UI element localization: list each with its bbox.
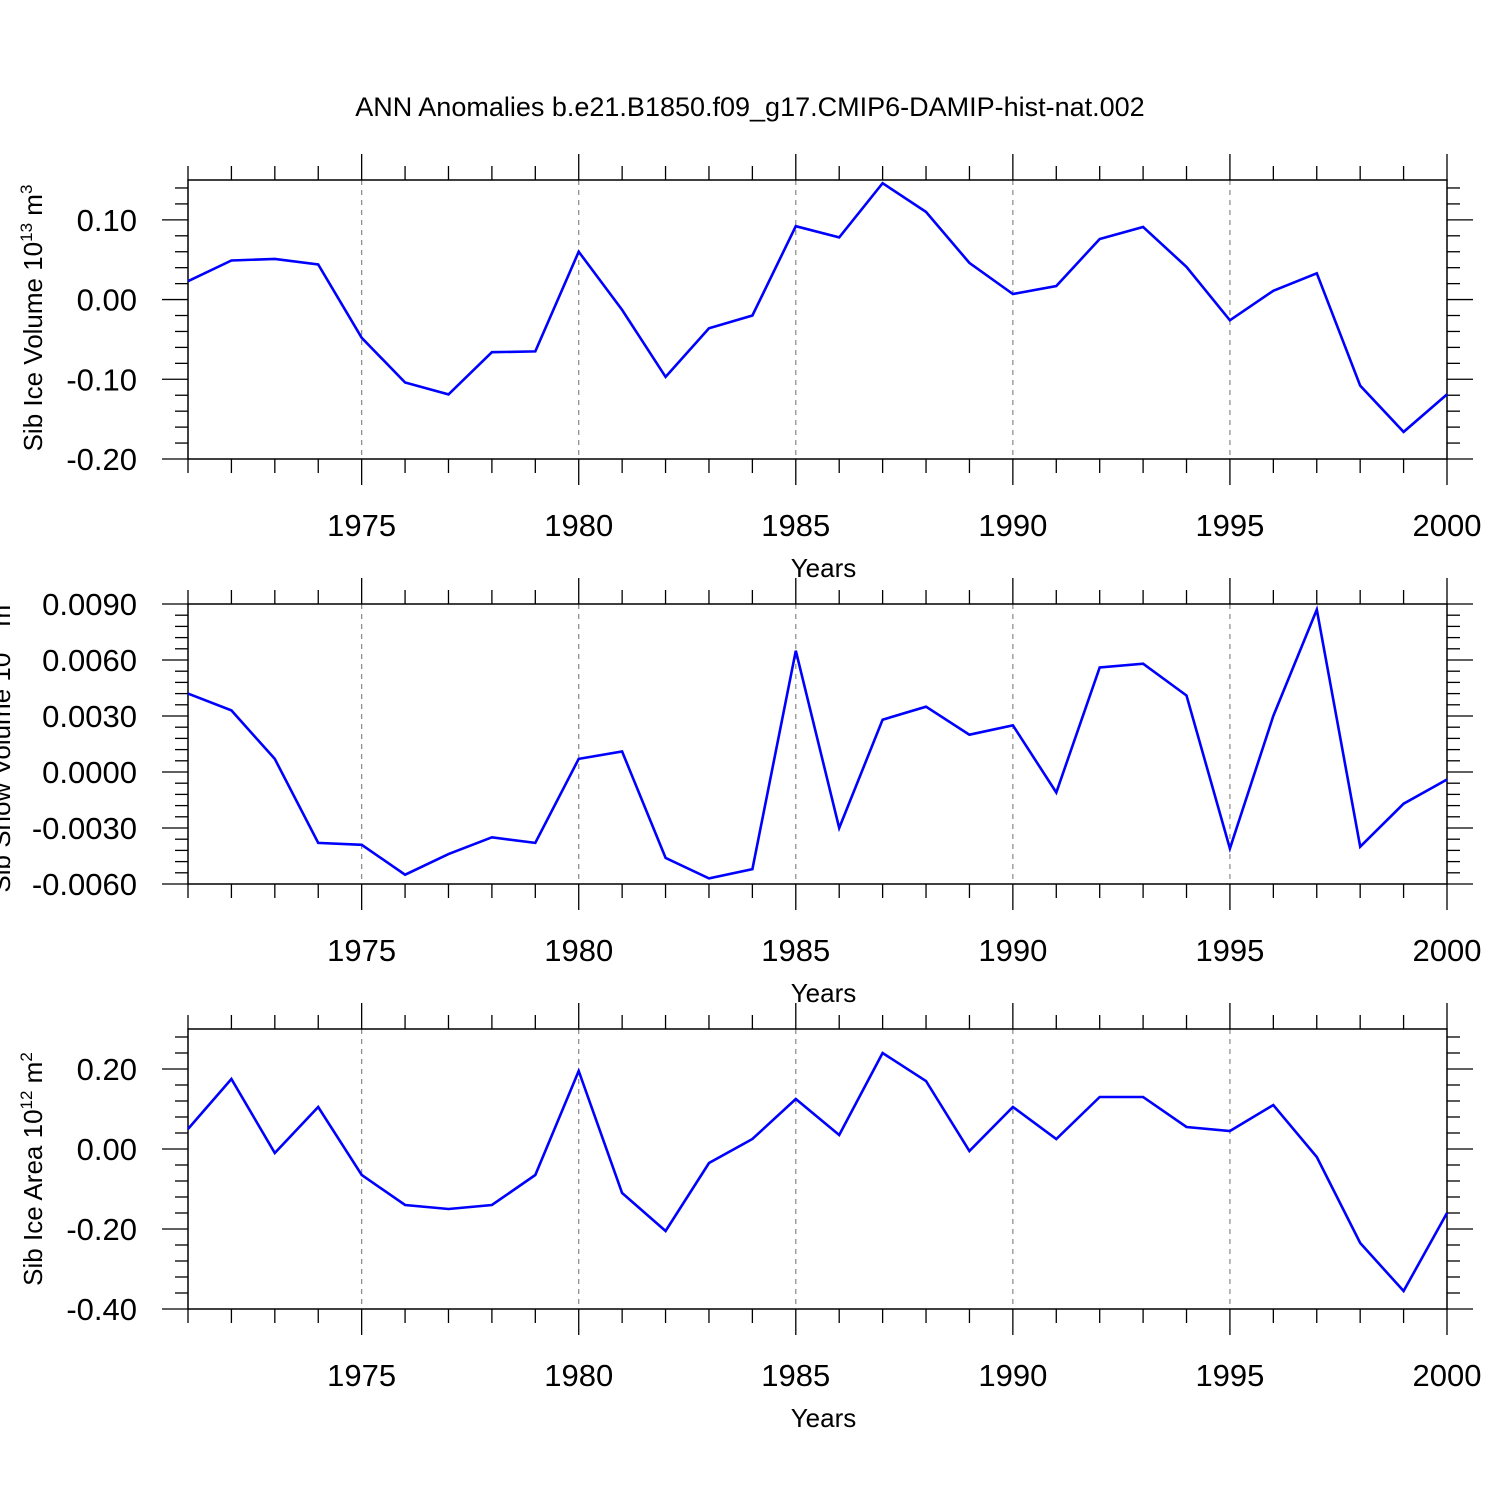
x-tick-label: 1975	[327, 508, 396, 543]
panel-3: 0.20 0.00 -0.20 -0.40 1975 1980 1985 1990 1995 20…	[17, 1003, 1481, 1433]
y-axis-title-exponent: 3	[0, 595, 4, 604]
y-tick-label: 0.00	[77, 283, 137, 318]
y-tick-label: -0.40	[66, 1292, 137, 1327]
x-tick-label: 1975	[327, 933, 396, 968]
y-tick-label: -0.0030	[32, 811, 137, 846]
x-axis-title: Years	[791, 553, 857, 583]
x-tick-label: 1985	[761, 933, 830, 968]
x-tick-label: 1990	[978, 1358, 1047, 1393]
x-tick-label: 2000	[1413, 933, 1482, 968]
series-line	[187, 1051, 1449, 1294]
x-tick-label: 1985	[761, 508, 830, 543]
x-tick-label: 1990	[978, 933, 1047, 968]
y-axis-title-part: Sib Ice Area	[18, 1138, 48, 1285]
plot-frame	[187, 179, 1448, 460]
y-axis-title-part: m	[18, 194, 48, 223]
x-tick-label: 1995	[1195, 1358, 1264, 1393]
series-line	[187, 604, 1448, 880]
x-tick-label: 1975	[327, 1358, 396, 1393]
y-tick-label: 0.00	[77, 1132, 137, 1167]
y-axis-title-exponent: 3	[17, 185, 36, 194]
plot-frame	[187, 603, 1448, 885]
y-axis-title-part: m	[0, 605, 16, 634]
y-tick-label: -0.20	[66, 1212, 137, 1247]
panel-2: 0.0090 0.0060 0.0030 0.0000 -0.0030 -0.0060 19…	[0, 578, 1481, 1008]
y-tick-label: 0.10	[77, 203, 137, 238]
x-tick-label: 1985	[761, 1358, 830, 1393]
y-tick-label: 0.0030	[42, 699, 137, 734]
x-axis-title: Years	[791, 978, 857, 1008]
y-axis-title: Sib Ice Volume 1013 m3	[17, 185, 48, 452]
y-axis-title-exponent: 2	[17, 1052, 36, 1061]
y-axis-title: Sib Ice Area 1012 m2	[17, 1052, 48, 1286]
y-tick-label: -0.0060	[32, 867, 137, 902]
y-axis-title-part: 10	[18, 242, 48, 271]
y-axis-title-part: Sib Snow Volume	[0, 682, 16, 893]
series-line	[187, 181, 1448, 434]
y-tick-label: -0.10	[66, 362, 137, 397]
y-axis-title-part: 10	[0, 653, 16, 682]
y-axis-title-part: 10	[18, 1109, 48, 1138]
x-tick-label: 1995	[1195, 508, 1264, 543]
x-tick-label: 2000	[1413, 508, 1482, 543]
x-tick-label: 1980	[544, 1358, 613, 1393]
y-axis-title-exponent: 12	[17, 1091, 36, 1110]
x-tick-label: 1995	[1195, 933, 1264, 968]
y-axis-title-part: Sib Ice Volume	[18, 271, 48, 452]
x-tick-label: 2000	[1413, 1358, 1482, 1393]
y-axis-title-exponent: 13	[0, 634, 4, 653]
panel-1: 0.10 0.00 -0.10 -0.20 1975 1980 1985 1990 1995 20…	[17, 154, 1481, 583]
y-tick-label: 0.0060	[42, 643, 137, 678]
y-axis-title-exponent: 13	[17, 223, 36, 242]
x-axis-title: Years	[791, 1403, 857, 1433]
x-tick-label: 1980	[544, 933, 613, 968]
y-tick-label: -0.20	[66, 442, 137, 477]
y-tick-label: 0.0000	[42, 755, 137, 790]
x-tick-label: 1990	[978, 508, 1047, 543]
y-tick-label: 0.20	[77, 1052, 137, 1087]
plot-frame	[187, 1028, 1448, 1310]
x-tick-label: 1980	[544, 508, 613, 543]
y-tick-label: 0.0090	[42, 587, 137, 622]
y-axis-title: Sib Snow Volume 1013 m3	[0, 595, 16, 892]
chart-title: ANN Anomalies b.e21.B1850.f09_g17.CMIP6-…	[355, 92, 1144, 122]
y-axis-title-part: m	[18, 1062, 48, 1091]
